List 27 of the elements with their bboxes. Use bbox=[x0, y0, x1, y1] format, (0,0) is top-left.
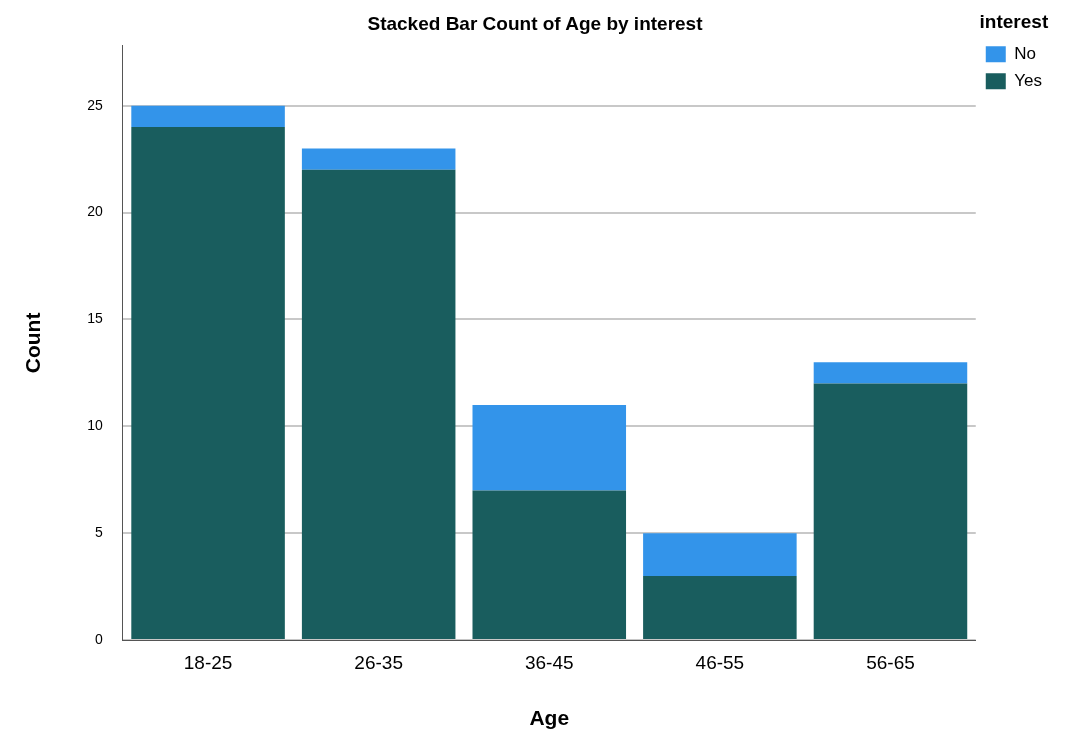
y-tick-label: 10 bbox=[87, 417, 103, 434]
x-axis-title: Age bbox=[529, 706, 570, 730]
y-axis-title: Count bbox=[21, 312, 45, 374]
bar bbox=[643, 575, 797, 639]
bar bbox=[472, 490, 627, 639]
bar bbox=[131, 105, 285, 128]
y-tick-label: 20 bbox=[87, 203, 103, 220]
x-tick-label: 56-65 bbox=[866, 651, 915, 673]
x-tick-label: 18-25 bbox=[183, 651, 233, 673]
bar bbox=[643, 533, 797, 576]
bar bbox=[813, 383, 968, 639]
bar bbox=[131, 127, 285, 639]
y-tick-label: 5 bbox=[94, 523, 103, 540]
y-tick-label: 15 bbox=[87, 310, 103, 327]
y-tick-label: 25 bbox=[87, 96, 103, 113]
x-tick-label: 36-45 bbox=[524, 651, 574, 673]
bar bbox=[813, 362, 968, 384]
legend-title: interest bbox=[979, 10, 1049, 32]
bar bbox=[472, 404, 627, 491]
x-tick-label: 46-55 bbox=[695, 651, 745, 673]
bar bbox=[301, 169, 456, 639]
chart-title: Stacked Bar Count of Age by interest bbox=[367, 12, 704, 34]
x-tick-label: 26-35 bbox=[354, 651, 403, 673]
legend-label: Yes bbox=[1014, 70, 1042, 90]
legend-label: No bbox=[1014, 43, 1036, 63]
y-tick-label: 0 bbox=[94, 630, 103, 647]
bar bbox=[301, 148, 456, 170]
